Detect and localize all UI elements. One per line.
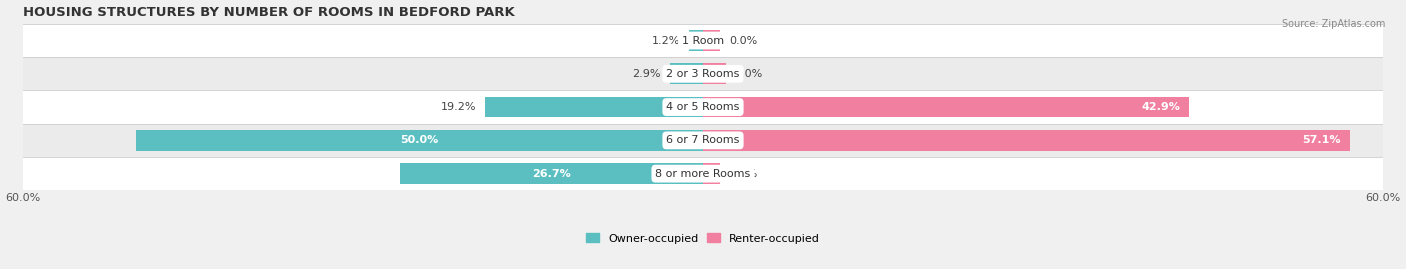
Text: 0.0%: 0.0% (730, 36, 758, 45)
Bar (22, 90, 1384, 124)
Bar (703, 163, 720, 184)
Text: 2 or 3 Rooms: 2 or 3 Rooms (666, 69, 740, 79)
Bar (703, 63, 725, 84)
Bar (703, 30, 720, 51)
Bar (22, 24, 1384, 57)
Bar (689, 30, 703, 51)
Bar (22, 57, 1384, 90)
Text: 1.2%: 1.2% (652, 36, 681, 45)
Text: HOUSING STRUCTURES BY NUMBER OF ROOMS IN BEDFORD PARK: HOUSING STRUCTURES BY NUMBER OF ROOMS IN… (22, 6, 515, 19)
Text: 0.0%: 0.0% (735, 69, 763, 79)
Text: 50.0%: 50.0% (401, 135, 439, 145)
Text: 2.9%: 2.9% (633, 69, 661, 79)
Bar (22, 157, 1384, 190)
Text: 4 or 5 Rooms: 4 or 5 Rooms (666, 102, 740, 112)
Text: 8 or more Rooms: 8 or more Rooms (655, 169, 751, 179)
Bar (485, 97, 703, 117)
Text: 6 or 7 Rooms: 6 or 7 Rooms (666, 135, 740, 145)
Bar (136, 130, 703, 151)
Bar (703, 130, 1350, 151)
Text: 19.2%: 19.2% (441, 102, 477, 112)
Legend: Owner-occupied, Renter-occupied: Owner-occupied, Renter-occupied (581, 229, 825, 248)
Bar (22, 124, 1384, 157)
Text: Source: ZipAtlas.com: Source: ZipAtlas.com (1281, 19, 1385, 29)
Text: 57.1%: 57.1% (1302, 135, 1341, 145)
Text: 42.9%: 42.9% (1142, 102, 1180, 112)
Bar (703, 97, 1189, 117)
Bar (401, 163, 703, 184)
Bar (671, 63, 703, 84)
Text: 1 Room: 1 Room (682, 36, 724, 45)
Text: 26.7%: 26.7% (533, 169, 571, 179)
Text: 0.0%: 0.0% (730, 169, 758, 179)
